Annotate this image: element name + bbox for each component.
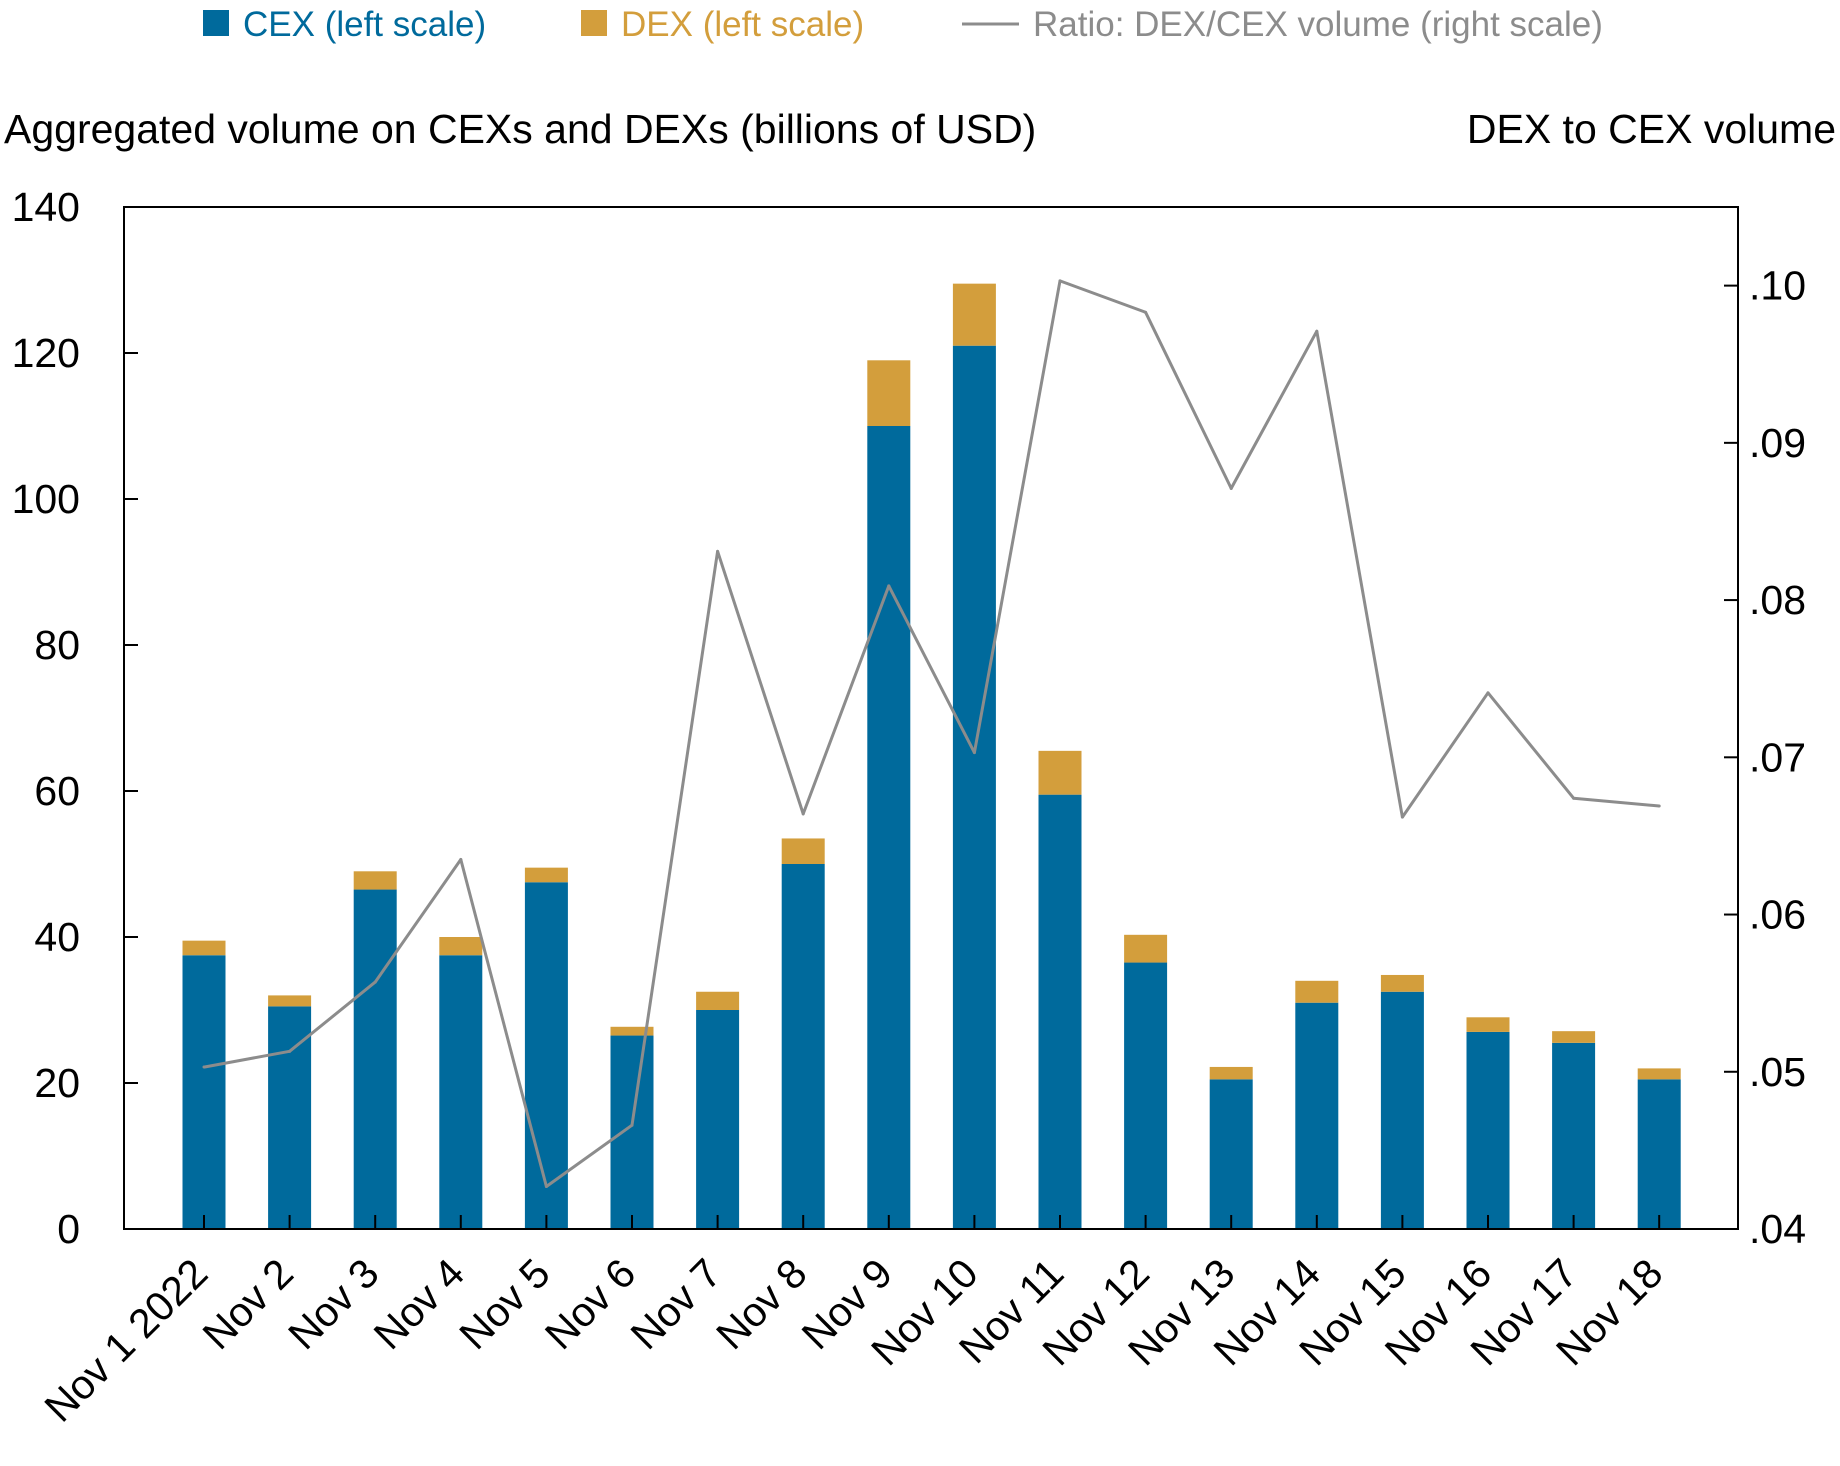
left-tick-label-3: 60 (34, 768, 80, 814)
cex-bar-11 (1124, 962, 1168, 1229)
ratio-point-15 (1486, 691, 1490, 695)
dex-bar-12 (1209, 1066, 1253, 1080)
ratio-point-2 (373, 980, 377, 984)
cex-bar-14 (1380, 991, 1424, 1229)
left-tick-label-7: 140 (12, 184, 80, 230)
dex-bar-7 (781, 838, 825, 864)
dex-bar-16 (1552, 1031, 1596, 1043)
right-axis-title: DEX to CEX volume (1467, 106, 1836, 152)
x-tick-label-6: Nov 7 (622, 1250, 730, 1358)
cex-bar-16 (1552, 1042, 1596, 1229)
ratio-point-10 (1058, 279, 1062, 283)
cex-bar-0 (182, 955, 226, 1229)
dex-bar-3 (439, 937, 483, 956)
left-tick-label-6: 120 (12, 330, 80, 376)
x-tick-label-4: Nov 5 (450, 1250, 558, 1358)
ratio-point-12 (1229, 486, 1233, 490)
ratio-point-11 (1144, 310, 1148, 314)
left-tick-label-1: 20 (34, 1060, 80, 1106)
ratio-point-4 (544, 1185, 548, 1189)
cex-bar-17 (1637, 1079, 1681, 1229)
dex-bar-4 (524, 867, 568, 883)
right-tick-label-1: .05 (1749, 1049, 1806, 1095)
cex-bar-7 (781, 864, 825, 1229)
dex-bar-11 (1124, 934, 1168, 963)
right-tick-label-6: .10 (1749, 263, 1806, 309)
plot-frame (123, 206, 1739, 1230)
cex-bar-4 (524, 882, 568, 1229)
dex-bar-8 (867, 360, 911, 426)
ratio-point-9 (972, 751, 976, 755)
cex-bar-5 (610, 1035, 654, 1229)
cex-bar-12 (1209, 1079, 1253, 1229)
ratio-point-16 (1572, 796, 1576, 800)
ratio-point-8 (887, 584, 891, 588)
dex-bar-1 (268, 995, 312, 1007)
ratio-point-3 (459, 858, 463, 862)
dex-bar-17 (1637, 1068, 1681, 1080)
dex-bar-9 (952, 283, 996, 346)
left-tick-label-5: 100 (12, 476, 80, 522)
cex-bar-13 (1295, 1002, 1339, 1229)
dex-bar-15 (1466, 1017, 1510, 1032)
ratio-point-17 (1657, 804, 1661, 808)
ratio-point-14 (1400, 815, 1404, 819)
bars-group (182, 283, 1681, 1229)
cex-bar-3 (439, 955, 483, 1229)
cex-bar-1 (268, 1006, 312, 1229)
dex-bar-2 (353, 871, 397, 890)
legend-label-1: DEX (left scale) (621, 5, 864, 44)
left-axis: 0 20 40 60 80 100 120 140 (12, 184, 138, 1252)
x-tick-label-7: Nov 8 (707, 1250, 815, 1358)
left-axis-title: Aggregated volume on CEXs and DEXs (bill… (4, 106, 1036, 152)
ratio-point-6 (716, 549, 720, 553)
legend-swatch-0 (203, 10, 229, 36)
cex-bar-10 (1038, 794, 1082, 1229)
cex-bar-2 (353, 889, 397, 1229)
dex-bar-5 (610, 1026, 654, 1036)
right-tick-label-0: .04 (1749, 1206, 1806, 1252)
ratio-point-13 (1315, 329, 1319, 333)
right-tick-label-3: .07 (1749, 734, 1806, 780)
dex-bar-10 (1038, 750, 1082, 795)
ratio-point-7 (801, 812, 805, 816)
ratio-point-5 (630, 1123, 634, 1127)
x-tick-label-3: Nov 4 (365, 1250, 473, 1358)
cex-bar-9 (952, 345, 996, 1229)
left-tick-label-4: 80 (34, 622, 80, 668)
dex-bar-13 (1295, 980, 1339, 1003)
cex-bar-8 (867, 426, 911, 1229)
dex-bar-14 (1380, 974, 1424, 992)
dex-bar-0 (182, 940, 226, 956)
ratio-line-group (202, 279, 1661, 1189)
ratio-line (203, 279, 1660, 1188)
right-tick-label-5: .09 (1749, 420, 1806, 466)
x-tick-label-1: Nov 2 (194, 1250, 302, 1358)
ratio-point-1 (288, 1049, 292, 1053)
x-tick-label-2: Nov 3 (279, 1250, 387, 1358)
ratio-point-0 (202, 1065, 206, 1069)
right-axis: .04 .05 .06 .07 .08 .09 .10 (1724, 263, 1806, 1252)
legend: CEX (left scale) DEX (left scale) Ratio: D… (203, 5, 1603, 44)
right-tick-label-4: .08 (1749, 577, 1806, 623)
left-tick-label-2: 40 (34, 914, 80, 960)
dex-bar-6 (696, 991, 740, 1010)
legend-swatch-1 (581, 10, 607, 36)
cex-bar-15 (1466, 1031, 1510, 1229)
cex-bar-6 (696, 1010, 740, 1229)
left-tick-label-0: 0 (57, 1206, 80, 1252)
legend-label-2: Ratio: DEX/CEX volume (right scale) (1033, 5, 1603, 44)
x-tick-label-0: Nov 1 2022 (36, 1250, 217, 1431)
x-tick-label-5: Nov 6 (536, 1250, 644, 1358)
legend-label-0: CEX (left scale) (243, 5, 486, 44)
right-tick-label-2: .06 (1749, 892, 1806, 938)
